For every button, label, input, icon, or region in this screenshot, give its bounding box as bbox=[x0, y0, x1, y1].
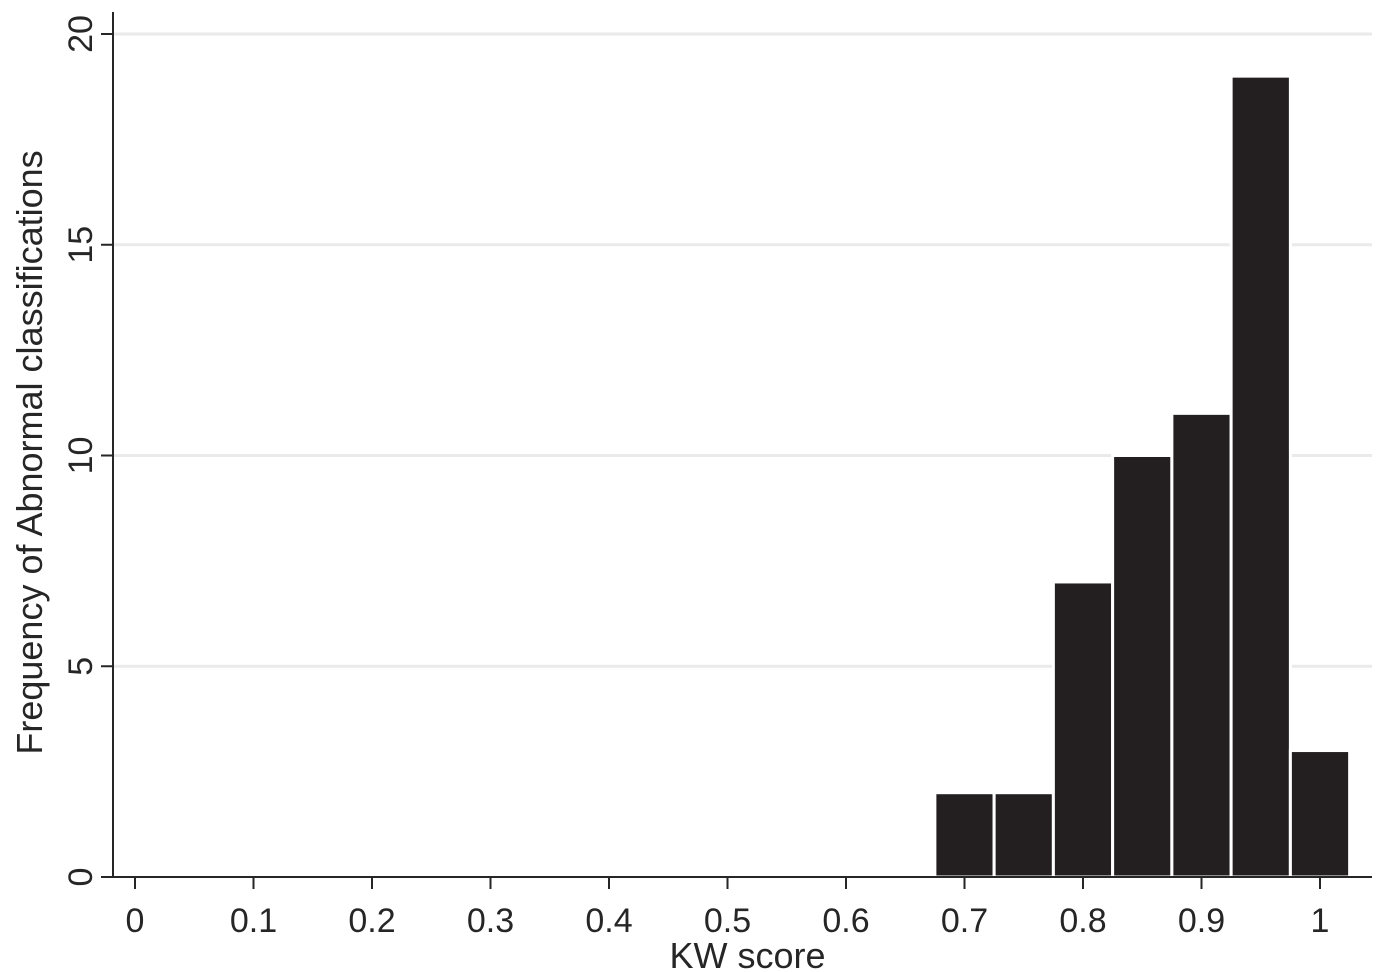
bar-5 bbox=[1229, 74, 1292, 879]
bar-2 bbox=[1051, 580, 1115, 879]
bar-4 bbox=[1170, 411, 1233, 879]
y-axis-ticks: 0 5 10 15 20 bbox=[62, 15, 113, 886]
x-tick-label: 0.4 bbox=[585, 902, 632, 940]
y-tick-label: 5 bbox=[62, 657, 100, 676]
bars bbox=[933, 74, 1352, 879]
y-tick-label: 0 bbox=[62, 868, 100, 887]
y-tick-label: 10 bbox=[62, 437, 100, 475]
x-tick-label: 0.1 bbox=[230, 902, 277, 940]
y-tick-label: 20 bbox=[62, 15, 100, 53]
y-axis-title: Frequency of Abnormal classifications bbox=[9, 150, 50, 754]
x-tick-label: 0.2 bbox=[348, 902, 395, 940]
x-tick-label: 0.3 bbox=[467, 902, 514, 940]
y-tick-label: 15 bbox=[62, 226, 100, 264]
bar-1 bbox=[992, 791, 1055, 879]
x-tick-label: 0.8 bbox=[1059, 902, 1106, 940]
x-tick-label: 0 bbox=[126, 902, 145, 940]
bar-6 bbox=[1288, 749, 1352, 879]
bar-3 bbox=[1111, 454, 1174, 879]
x-tick-label: 0.5 bbox=[704, 902, 751, 940]
x-tick-label: 1 bbox=[1311, 902, 1330, 940]
x-tick-label: 0.9 bbox=[1178, 902, 1225, 940]
x-axis-ticks: 0 0.1 0.2 0.3 0.4 0.5 0.6 0.7 0.8 0.9 1 bbox=[126, 877, 1330, 940]
x-tick-label: 0.6 bbox=[822, 902, 869, 940]
x-tick-label: 0.7 bbox=[941, 902, 988, 940]
bar-0 bbox=[933, 791, 996, 879]
x-axis-title: KW score bbox=[669, 935, 825, 972]
